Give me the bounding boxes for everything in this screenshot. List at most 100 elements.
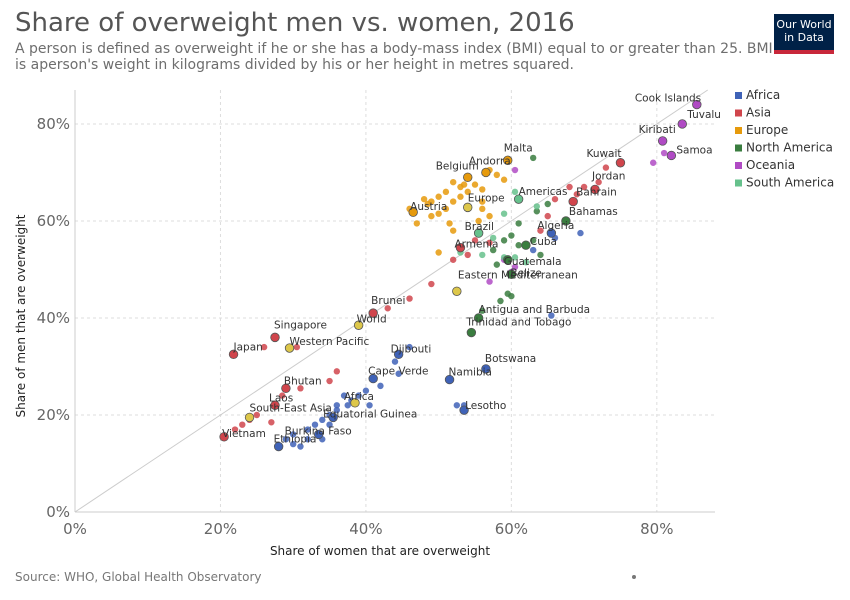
labeled-data-point[interactable] (503, 255, 513, 265)
data-point[interactable] (544, 212, 551, 220)
data-point[interactable] (497, 297, 504, 305)
labeled-data-point[interactable] (657, 136, 668, 146)
labeled-data-point[interactable] (270, 400, 280, 410)
labeled-data-point[interactable] (473, 313, 484, 323)
labeled-data-point[interactable] (503, 155, 513, 166)
data-point[interactable] (573, 191, 581, 198)
data-point[interactable] (500, 210, 508, 217)
data-point[interactable] (508, 292, 515, 300)
data-point[interactable] (319, 416, 326, 424)
data-point[interactable] (479, 186, 486, 193)
data-point[interactable] (533, 203, 541, 210)
labeled-data-point[interactable] (452, 286, 462, 296)
data-point[interactable] (435, 193, 442, 200)
data-point[interactable] (340, 392, 348, 399)
data-point[interactable] (282, 436, 290, 443)
data-point[interactable] (297, 385, 304, 392)
data-point[interactable] (580, 183, 588, 191)
labeled-data-point[interactable] (666, 150, 677, 161)
data-point[interactable] (326, 377, 333, 385)
labeled-data-point[interactable] (481, 167, 491, 178)
labeled-data-point[interactable] (459, 405, 469, 415)
data-point[interactable] (333, 402, 341, 409)
data-point[interactable] (366, 402, 373, 409)
data-point[interactable] (511, 263, 519, 271)
data-point[interactable] (449, 198, 457, 205)
data-point[interactable] (566, 183, 573, 191)
data-point[interactable] (515, 220, 522, 227)
labeled-data-point[interactable] (273, 441, 284, 452)
labeled-data-point[interactable] (590, 184, 600, 195)
labeled-data-point[interactable] (270, 332, 280, 343)
labeled-data-point[interactable] (692, 99, 702, 110)
data-point[interactable] (420, 195, 428, 203)
labeled-data-point[interactable] (568, 196, 578, 207)
legend-swatch[interactable] (735, 92, 742, 99)
data-point[interactable] (304, 436, 311, 443)
data-point[interactable] (602, 164, 610, 171)
data-point[interactable] (435, 249, 442, 256)
data-point[interactable] (479, 251, 486, 259)
data-point[interactable] (268, 419, 275, 426)
data-point[interactable] (453, 402, 461, 409)
data-point[interactable] (537, 251, 544, 259)
labeled-data-point[interactable] (350, 398, 360, 408)
labeled-data-point[interactable] (284, 343, 295, 353)
labeled-data-point[interactable] (219, 432, 229, 442)
data-point[interactable] (475, 217, 482, 225)
data-point[interactable] (486, 278, 493, 285)
labeled-data-point[interactable] (513, 194, 524, 204)
data-point[interactable] (428, 212, 435, 220)
data-point[interactable] (500, 237, 508, 244)
labeled-data-point[interactable] (463, 202, 473, 213)
data-point[interactable] (289, 440, 297, 448)
data-point[interactable] (391, 358, 399, 365)
data-point[interactable] (293, 343, 301, 351)
data-point[interactable] (239, 421, 246, 428)
labeled-data-point[interactable] (481, 364, 491, 374)
data-point[interactable] (406, 343, 413, 351)
data-point[interactable] (449, 178, 457, 186)
labeled-data-point[interactable] (473, 228, 484, 238)
data-point[interactable] (489, 234, 497, 242)
labeled-data-point[interactable] (368, 373, 378, 384)
data-point[interactable] (529, 246, 537, 254)
labeled-data-point[interactable] (444, 374, 455, 385)
legend-label[interactable]: Asia (746, 106, 771, 120)
data-point[interactable] (428, 280, 435, 288)
data-point[interactable] (326, 421, 333, 428)
data-point[interactable] (649, 159, 657, 166)
labeled-data-point[interactable] (244, 412, 255, 423)
data-point[interactable] (479, 205, 486, 213)
data-point[interactable] (362, 387, 370, 394)
data-point[interactable] (460, 181, 468, 188)
labeled-data-point[interactable] (466, 327, 477, 338)
labeled-data-point[interactable] (463, 172, 473, 183)
labeled-data-point[interactable] (228, 349, 239, 360)
legend-label[interactable]: South America (746, 176, 834, 190)
data-point[interactable] (471, 237, 479, 244)
data-point[interactable] (511, 166, 519, 174)
data-point[interactable] (333, 406, 341, 414)
data-point[interactable] (529, 237, 537, 244)
data-point[interactable] (279, 392, 286, 399)
data-point[interactable] (311, 421, 319, 428)
data-point[interactable] (508, 232, 515, 239)
legend-label[interactable]: Oceania (746, 158, 795, 172)
data-point[interactable] (297, 443, 304, 450)
labeled-data-point[interactable] (521, 240, 531, 250)
legend-label[interactable]: North America (746, 141, 833, 155)
data-point[interactable] (595, 178, 602, 186)
data-point[interactable] (471, 181, 479, 188)
data-point[interactable] (289, 431, 297, 438)
legend-label[interactable]: Europe (746, 123, 788, 137)
data-point[interactable] (260, 343, 268, 351)
labeled-data-point[interactable] (455, 242, 466, 253)
data-point[interactable] (446, 220, 453, 227)
legend-swatch[interactable] (735, 179, 742, 187)
data-point[interactable] (479, 307, 486, 314)
labeled-data-point[interactable] (561, 216, 571, 226)
data-point[interactable] (231, 426, 239, 433)
data-point[interactable] (522, 258, 530, 266)
data-point[interactable] (304, 426, 311, 433)
